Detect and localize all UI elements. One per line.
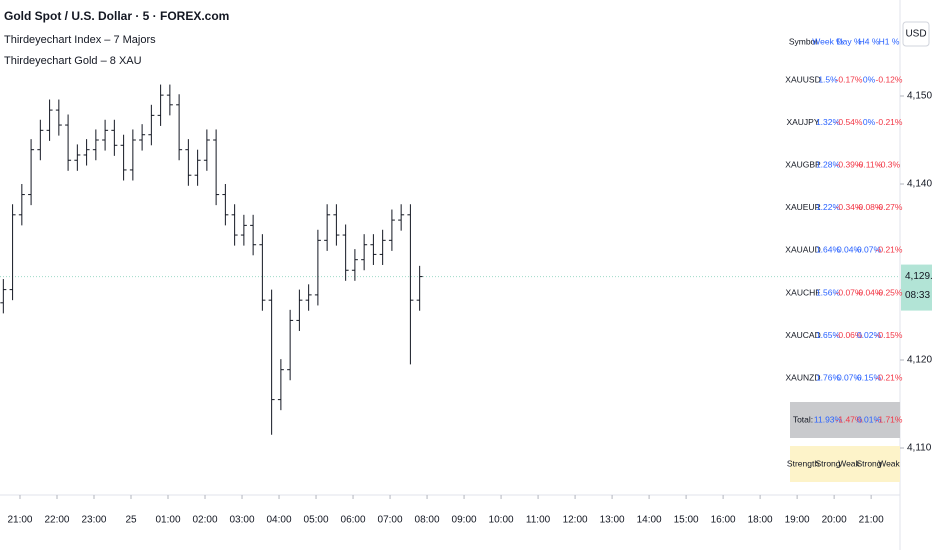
- x-tick-label: 12:00: [563, 515, 588, 526]
- table-cell: Symbol: [789, 36, 817, 46]
- table-cell: -1.47%: [836, 414, 863, 424]
- countdown-label: 08:33: [905, 290, 930, 301]
- table-cell: XAUGBP: [785, 159, 821, 169]
- table-cell: Weak: [838, 458, 860, 468]
- table-cell: Strength: [787, 458, 819, 468]
- table-row-bg: [790, 402, 900, 438]
- table-cell: -0.27%: [876, 202, 903, 212]
- table-cell: Weak: [878, 458, 900, 468]
- table-cell: XAUUSD: [785, 74, 820, 84]
- table-cell: XAUJPY: [786, 117, 819, 127]
- table-cell: H4 %: [859, 36, 880, 46]
- x-tick-label: 20:00: [822, 515, 847, 526]
- table-cell: -0.11%: [856, 159, 883, 169]
- x-tick-label: 16:00: [711, 515, 736, 526]
- x-tick-label: 05:00: [304, 515, 329, 526]
- table-cell: 1.32%: [816, 117, 841, 127]
- x-tick-label: 01:00: [155, 515, 180, 526]
- table-cell: -0.21%: [876, 117, 903, 127]
- x-tick-label: 22:00: [44, 515, 69, 526]
- table-cell: H1 %: [879, 36, 900, 46]
- x-tick-label: 08:00: [415, 515, 440, 526]
- table-cell: 1.28%: [816, 159, 841, 169]
- table-cell: 0.07%: [857, 245, 882, 255]
- table-cell: Day %: [836, 36, 861, 46]
- x-tick-label: 04:00: [267, 515, 292, 526]
- table-cell: -0.3%: [878, 159, 901, 169]
- x-tick-label: 09:00: [452, 515, 477, 526]
- x-tick-label: 21:00: [7, 515, 32, 526]
- last-price-label: 4,129.48: [905, 271, 932, 282]
- x-tick-label: 03:00: [230, 515, 255, 526]
- y-tick-label: 4,140.00: [907, 179, 932, 190]
- indicator-label: Thirdeyechart Index – 7 Majors: [4, 34, 156, 46]
- table-cell: 11.93%: [814, 414, 843, 424]
- table-cell: 0%: [863, 74, 876, 84]
- table-cell: 0.07%: [837, 372, 862, 382]
- x-tick-label: 07:00: [378, 515, 403, 526]
- x-tick-label: 10:00: [489, 515, 514, 526]
- x-tick-label: 15:00: [674, 515, 699, 526]
- table-cell: -0.12%: [876, 74, 903, 84]
- table-cell: Strong: [815, 458, 840, 468]
- table-cell: 0.04%: [837, 245, 862, 255]
- x-tick-label: 18:00: [748, 515, 773, 526]
- table-cell: 0.15%: [857, 372, 882, 382]
- currency-label[interactable]: USD: [905, 29, 926, 40]
- indicator-label: Thirdeyechart Gold – 8 XAU: [4, 55, 142, 67]
- table-cell: -0.07%: [836, 287, 863, 297]
- table-cell: 1.5%: [818, 74, 838, 84]
- x-tick-label: 06:00: [341, 515, 366, 526]
- last-price-box: [901, 264, 932, 311]
- table-row-bg: [790, 446, 900, 482]
- table-cell: XAUAUD: [785, 245, 820, 255]
- table-cell: Total:: [793, 414, 813, 424]
- x-tick-label: 13:00: [600, 515, 625, 526]
- currency-button[interactable]: [902, 21, 930, 47]
- x-tick-label: 25: [125, 515, 137, 526]
- table-cell: 0.01%: [857, 414, 882, 424]
- table-cell: -1.71%: [876, 414, 903, 424]
- table-cell: -0.34%: [836, 202, 863, 212]
- table-cell: -0.21%: [876, 372, 903, 382]
- table-cell: 1.65%: [816, 330, 841, 340]
- table-cell: 0%: [863, 117, 876, 127]
- y-tick-label: 4,120.00: [907, 355, 932, 366]
- table-cell: -0.54%: [836, 117, 863, 127]
- y-tick-label: 4,150.00: [907, 91, 932, 102]
- table-cell: -0.17%: [836, 74, 863, 84]
- table-cell: 0.02%: [857, 330, 882, 340]
- table-cell: Week %: [812, 36, 844, 46]
- table-cell: Strong: [856, 458, 881, 468]
- table-cell: -0.04%: [856, 287, 883, 297]
- x-tick-label: 14:00: [637, 515, 662, 526]
- table-cell: 1.64%: [816, 245, 841, 255]
- table-cell: -0.15%: [876, 330, 903, 340]
- table-cell: 1.56%: [816, 287, 841, 297]
- y-tick-label: 4,110.00: [907, 443, 932, 454]
- x-tick-label: 21:00: [859, 515, 884, 526]
- table-cell: XAUEUR: [785, 202, 820, 212]
- table-cell: -0.25%: [876, 287, 903, 297]
- table-cell: -0.39%: [836, 159, 863, 169]
- table-cell: XAUCHF: [786, 287, 821, 297]
- x-tick-label: 19:00: [785, 515, 810, 526]
- table-cell: 1.22%: [816, 202, 841, 212]
- table-cell: -0.21%: [876, 245, 903, 255]
- table-cell: 1.76%: [816, 372, 841, 382]
- x-tick-label: 11:00: [526, 515, 551, 526]
- table-cell: XAUNZD: [786, 372, 821, 382]
- x-tick-label: 23:00: [81, 515, 106, 526]
- table-cell: XAUCAD: [785, 330, 820, 340]
- symbol-title: Gold Spot / U.S. Dollar · 5 · FOREX.com: [4, 9, 229, 23]
- table-cell: -0.08%: [856, 202, 883, 212]
- table-cell: -0.06%: [836, 330, 863, 340]
- x-tick-label: 02:00: [193, 515, 218, 526]
